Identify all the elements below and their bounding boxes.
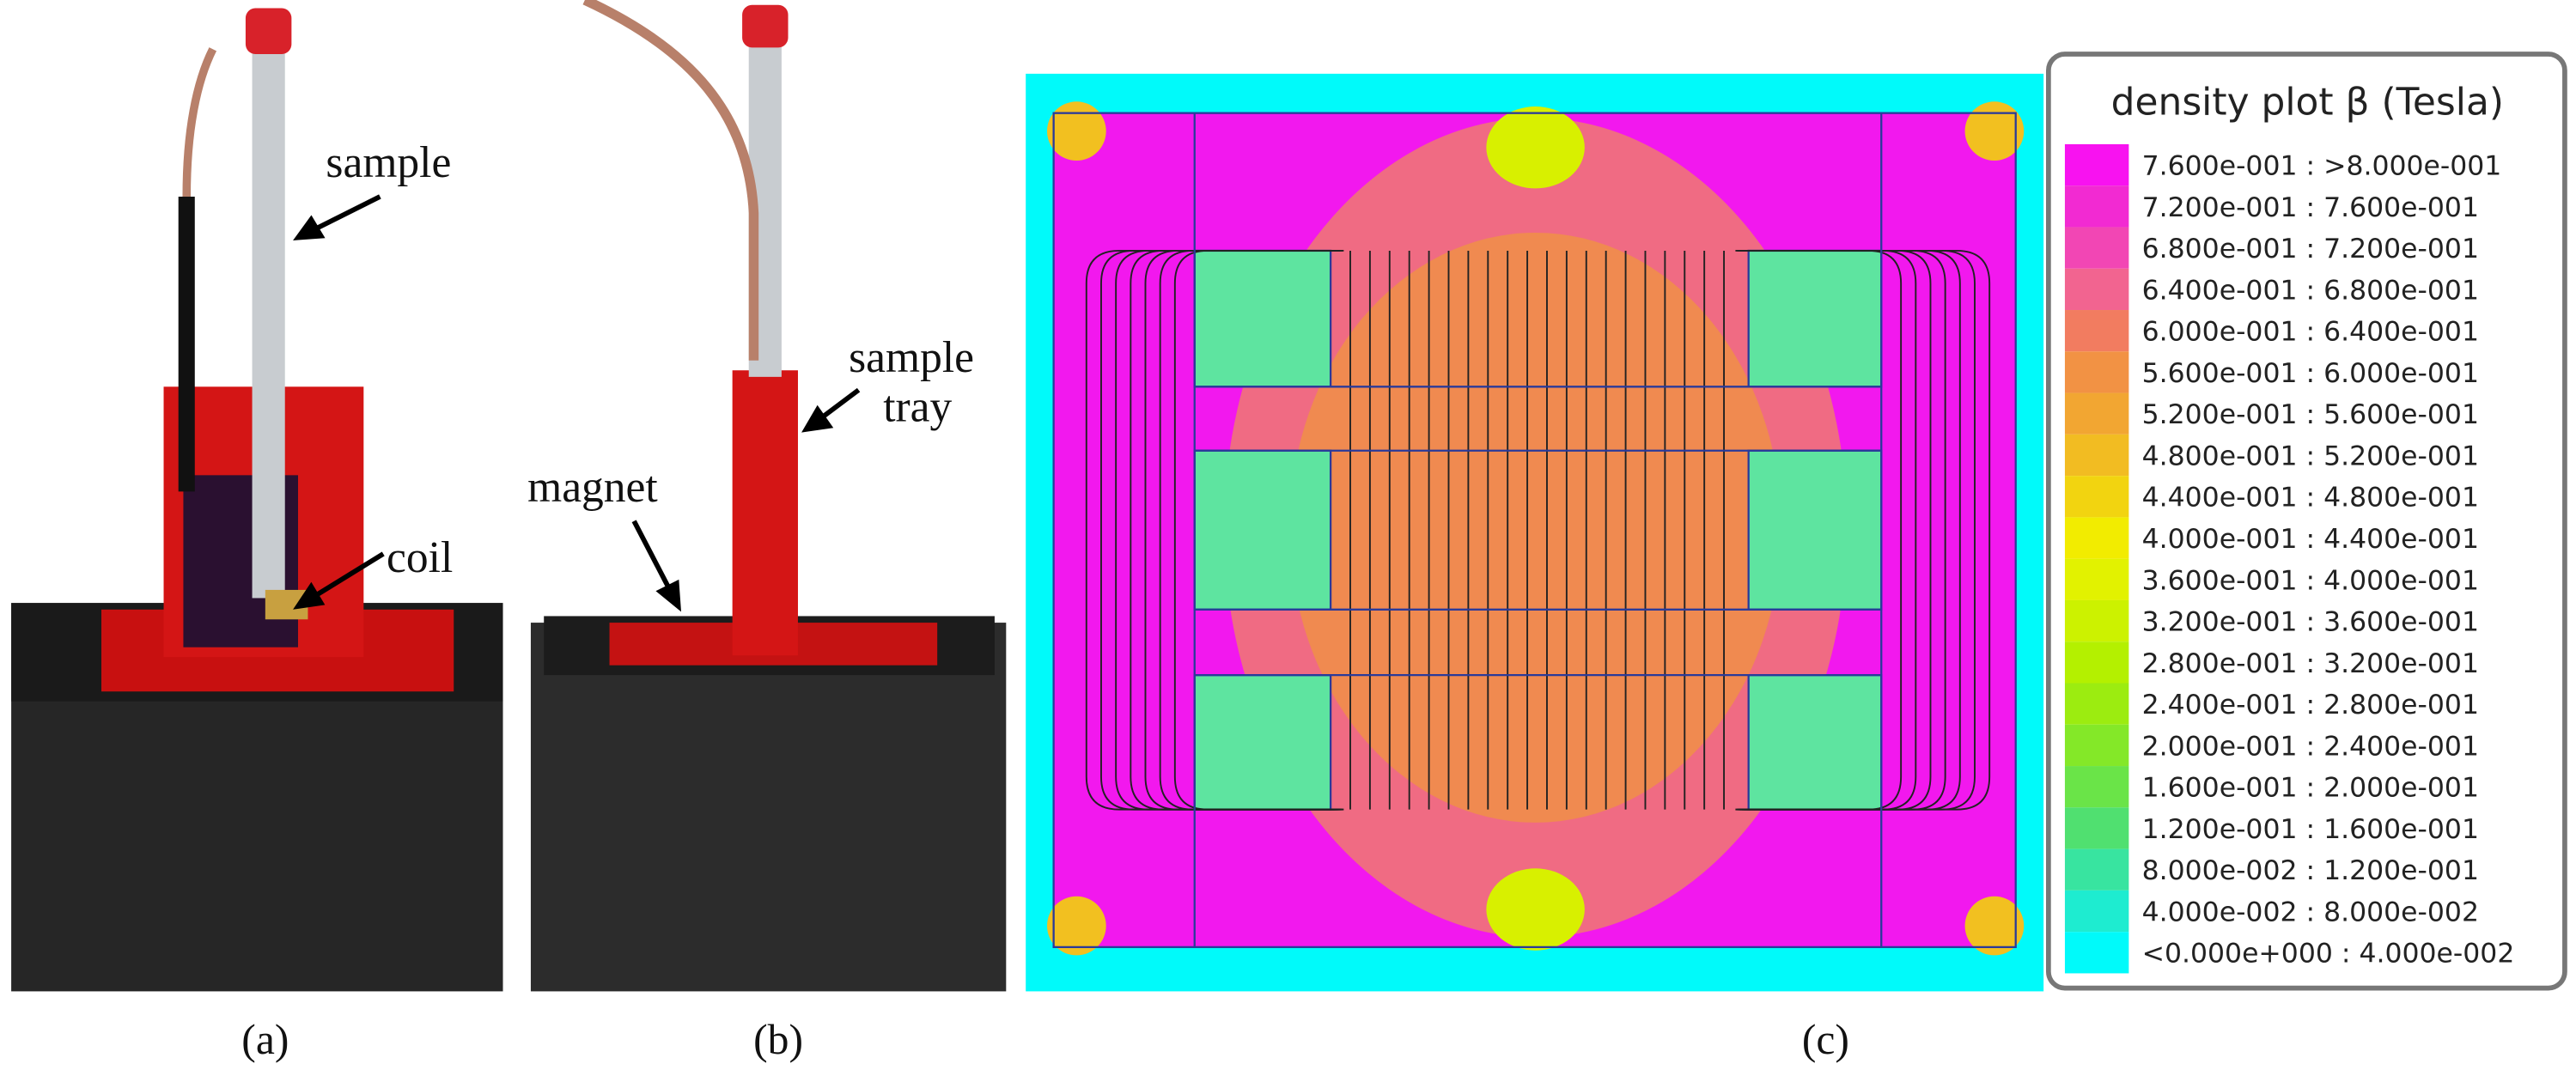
flux-line [1144,249,1337,811]
legend-label: 1.600e-001 : 2.000e-001 [2142,773,2479,804]
legend-label: 7.600e-001 : >8.000e-001 [2142,151,2502,182]
legend-label: 4.400e-001 : 4.800e-001 [2142,483,2479,514]
legend-swatch [2064,599,2129,642]
flux-line [1739,249,1961,811]
legend-label: 2.000e-001 : 2.400e-001 [2142,731,2479,762]
legend-swatch [2064,310,2129,352]
legend-swatch [2064,683,2129,725]
legend-label: 4.000e-002 : 8.000e-002 [2142,897,2479,927]
legend-box [2046,52,2567,991]
panel-label: (c) [1802,1016,1849,1063]
legend-label: 8.000e-002 : 1.200e-001 [2142,855,2479,886]
legend-label: 4.800e-001 : 5.200e-001 [2142,441,2479,471]
legend-label: 7.200e-001 : 7.600e-001 [2142,192,2479,223]
flux-line [1740,249,1946,811]
legend-swatch [2064,848,2129,891]
flux-line [1742,249,1932,811]
legend-label: 1.200e-001 : 1.600e-001 [2142,814,2479,845]
flux-line [1100,249,1343,811]
legend-swatch [2064,517,2129,559]
legend-label: 3.200e-001 : 3.600e-001 [2142,607,2479,638]
legend-label: <0.000e+000 : 4.000e-002 [2142,939,2515,970]
annotation: sample [849,333,974,382]
legend-swatch [2064,807,2129,849]
annotation: tray [883,382,952,431]
legend-label: 4.000e-001 : 4.400e-001 [2142,524,2479,555]
flux-line [1735,249,1991,811]
legend-swatch [2064,890,2129,933]
photo-b [530,0,1007,992]
legend-label: 6.000e-001 : 6.400e-001 [2142,317,2479,348]
photo-a [11,8,503,992]
panel-label: (a) [241,1016,289,1063]
legend-swatch [2064,724,2129,767]
legend-swatch [2064,476,2129,518]
flux-line [1115,249,1341,811]
legend-label: 5.600e-001 : 6.000e-001 [2142,358,2479,389]
legend-label: 6.400e-001 : 6.800e-001 [2142,275,2479,306]
legend-label: 5.200e-001 : 5.600e-001 [2142,399,2479,430]
legend-label: 2.800e-001 : 3.200e-001 [2142,648,2479,679]
annotation: sample [326,138,451,187]
legend-swatch [2064,392,2129,435]
annotation: coil [387,533,453,582]
legend-swatch [2064,185,2129,228]
legend-swatch [2064,641,2129,684]
legend-swatch [2064,143,2129,186]
legend-swatch [2064,932,2129,974]
legend-swatch [2064,434,2129,477]
annotation: magnet [527,463,658,512]
legend-label: 2.400e-001 : 2.800e-001 [2142,690,2479,720]
legend-swatch [2064,558,2129,600]
flux-line [1737,249,1976,811]
panel-label: (b) [753,1016,803,1063]
flux-line [1743,249,1917,811]
flux-line [1130,249,1339,811]
flux-line [1085,249,1344,811]
arrows [293,194,861,612]
legend-label: 3.600e-001 : 4.000e-001 [2142,565,2479,596]
legend-title: density plot β (Tesla) [2111,81,2504,125]
flux-line [1159,249,1336,811]
legend-label: 6.800e-001 : 7.200e-001 [2142,234,2479,264]
legend-swatch [2064,351,2129,393]
density-plot [1026,73,2044,992]
legend-swatch [2064,766,2129,808]
legend-swatch [2064,268,2129,311]
legend-swatch [2064,227,2129,269]
